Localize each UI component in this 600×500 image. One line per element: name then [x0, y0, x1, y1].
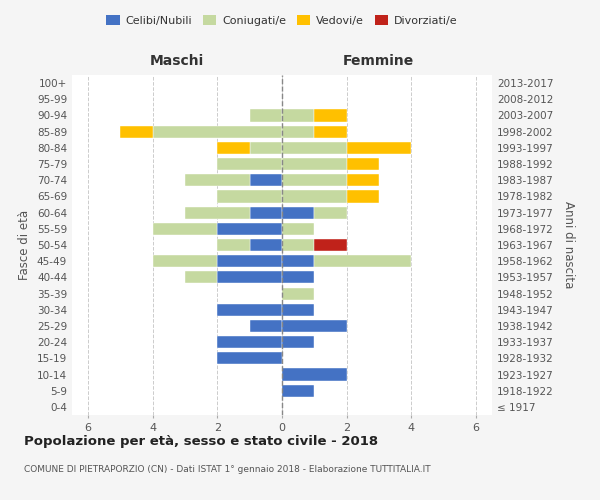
Bar [282, 368, 347, 380]
Bar [185, 174, 250, 186]
Bar [217, 142, 250, 154]
Bar [217, 272, 282, 283]
Bar [153, 126, 282, 138]
Bar [217, 158, 282, 170]
Bar [282, 288, 314, 300]
Bar [282, 239, 314, 251]
Bar [282, 110, 314, 122]
Bar [282, 304, 314, 316]
Bar [250, 174, 282, 186]
Bar [314, 239, 347, 251]
Bar [217, 255, 282, 268]
Bar [282, 126, 314, 138]
Bar [314, 206, 347, 218]
Bar [282, 320, 347, 332]
Bar [250, 239, 282, 251]
Bar [282, 255, 314, 268]
Bar [347, 174, 379, 186]
Bar [282, 272, 314, 283]
Bar [282, 174, 347, 186]
Bar [250, 110, 282, 122]
Bar [282, 206, 314, 218]
Y-axis label: Fasce di età: Fasce di età [19, 210, 31, 280]
Bar [314, 255, 411, 268]
Bar [282, 222, 314, 235]
Bar [347, 158, 379, 170]
Text: Popolazione per età, sesso e stato civile - 2018: Popolazione per età, sesso e stato civil… [24, 435, 378, 448]
Bar [217, 239, 250, 251]
Bar [121, 126, 153, 138]
Bar [314, 110, 347, 122]
Bar [153, 222, 217, 235]
Bar [314, 126, 347, 138]
Bar [347, 190, 379, 202]
Bar [217, 336, 282, 348]
Bar [282, 336, 314, 348]
Bar [282, 158, 347, 170]
Bar [282, 142, 347, 154]
Y-axis label: Anni di nascita: Anni di nascita [562, 202, 575, 288]
Bar [185, 206, 250, 218]
Bar [250, 142, 282, 154]
Bar [282, 190, 347, 202]
Bar [217, 352, 282, 364]
Bar [153, 255, 217, 268]
Legend: Celibi/Nubili, Coniugati/e, Vedovi/e, Divorziati/e: Celibi/Nubili, Coniugati/e, Vedovi/e, Di… [102, 10, 462, 30]
Bar [185, 272, 217, 283]
Bar [217, 190, 282, 202]
Bar [217, 222, 282, 235]
Bar [250, 206, 282, 218]
Text: Maschi: Maschi [150, 54, 204, 68]
Bar [250, 320, 282, 332]
Text: Femmine: Femmine [343, 54, 414, 68]
Bar [217, 304, 282, 316]
Bar [347, 142, 411, 154]
Text: COMUNE DI PIETRAPORZIO (CN) - Dati ISTAT 1° gennaio 2018 - Elaborazione TUTTITAL: COMUNE DI PIETRAPORZIO (CN) - Dati ISTAT… [24, 465, 431, 474]
Bar [282, 384, 314, 397]
